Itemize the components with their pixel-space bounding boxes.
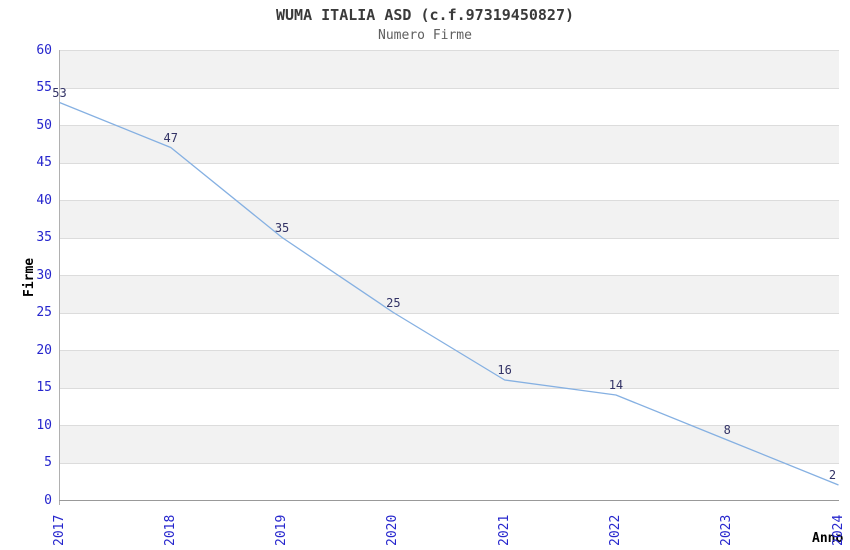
y-tick-label: 55	[36, 80, 52, 95]
y-tick-label: 40	[36, 192, 52, 208]
y-tick-label: 50	[36, 117, 52, 133]
y-tick-label: 25	[36, 305, 52, 320]
plot-band	[59, 425, 839, 463]
x-tick-label: 2018	[162, 514, 178, 546]
x-tick-label: 2017	[51, 514, 67, 546]
x-tick-label: 2022	[607, 514, 623, 546]
data-point-label: 2	[828, 468, 837, 482]
data-point-label: 35	[274, 220, 290, 235]
chart-title: WUMA ITALIA ASD (c.f.97319450827)	[275, 6, 574, 24]
data-point-label: 8	[723, 423, 731, 437]
gridline	[59, 237, 839, 239]
gridline	[59, 50, 839, 51]
plot-area	[59, 50, 839, 500]
y-tick-label: 60	[36, 42, 52, 58]
gridline	[59, 87, 839, 89]
x-tick-label: 2021	[496, 514, 512, 546]
gridline	[59, 462, 839, 464]
gridline	[59, 387, 839, 389]
gridline	[59, 312, 839, 314]
x-axis-title: Anno	[812, 531, 844, 546]
gridline	[59, 275, 839, 276]
y-tick-label: 0	[44, 492, 52, 508]
y-axis-line	[59, 50, 60, 505]
gridline	[59, 200, 839, 201]
gridline	[59, 425, 839, 426]
gridline	[59, 125, 839, 126]
x-axis-line	[59, 500, 839, 501]
x-tick-label: 2023	[719, 514, 735, 546]
y-tick-label: 20	[36, 342, 52, 358]
y-tick-label: 45	[36, 155, 52, 170]
gridline	[59, 162, 839, 164]
chart-subtitle: Numero Firme	[378, 28, 472, 43]
plot-band	[59, 275, 839, 313]
x-tick-label: 2024	[830, 514, 846, 546]
plot-band	[59, 50, 839, 88]
y-tick-label: 15	[36, 380, 52, 395]
data-point-label: 53	[52, 85, 67, 100]
data-point-label: 16	[497, 363, 512, 377]
y-tick-label: 5	[44, 455, 52, 470]
y-tick-label: 10	[36, 417, 52, 433]
x-tick-label: 2020	[385, 514, 401, 546]
gridline	[59, 350, 839, 351]
data-point-label: 14	[608, 378, 624, 392]
data-point-label: 25	[386, 295, 401, 310]
x-tick-label: 2019	[274, 514, 290, 546]
y-tick-label: 30	[36, 267, 52, 283]
data-point-label: 47	[163, 130, 179, 145]
plot-band	[59, 200, 839, 238]
y-tick-label: 35	[36, 230, 52, 245]
plot-band	[59, 350, 839, 388]
